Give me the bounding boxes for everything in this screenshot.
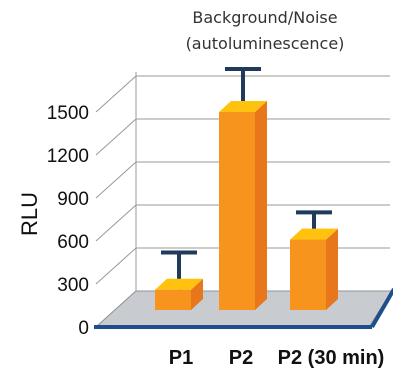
bar-top [155, 278, 203, 290]
y-tick-label: 1500 [47, 103, 89, 124]
y-tick-label: 300 [57, 275, 89, 296]
bar-side [326, 228, 338, 310]
chart-title-line1: Background/Noise [192, 8, 337, 27]
x-tick-label: P1 [169, 347, 193, 369]
bar-side [255, 101, 267, 310]
y-tick-label: 0 [78, 318, 89, 339]
gridline-side [95, 161, 137, 199]
floor-right-edge [370, 287, 393, 329]
x-tick-label: P2 (30 min) [278, 347, 385, 369]
x-tick-labels: P1 P2 P2 (30 min) [169, 347, 385, 369]
gridline-side [95, 247, 137, 285]
y-tick-label: 600 [57, 232, 89, 253]
y-tick-label: 900 [57, 189, 89, 210]
gridline-side [95, 204, 137, 242]
bar-top [219, 101, 267, 112]
bar-side [191, 278, 203, 310]
chart-title-line2: (autoluminescence) [186, 34, 345, 53]
bar-front [290, 239, 326, 310]
bar-1 [155, 250, 203, 310]
bar-front [219, 112, 255, 310]
gridline-side [95, 75, 137, 113]
y-axis-label: RLU [17, 192, 42, 236]
y-tick-label: 1200 [47, 146, 89, 167]
bar-3 [290, 210, 338, 310]
gridline-side [95, 118, 137, 156]
x-tick-label: P2 [229, 347, 253, 369]
bars [155, 67, 338, 310]
y-tick-labels: 0 300 600 900 1200 1500 [47, 103, 89, 339]
bar-top [290, 228, 338, 240]
bar-front [155, 289, 191, 310]
bar-2 [219, 67, 267, 310]
